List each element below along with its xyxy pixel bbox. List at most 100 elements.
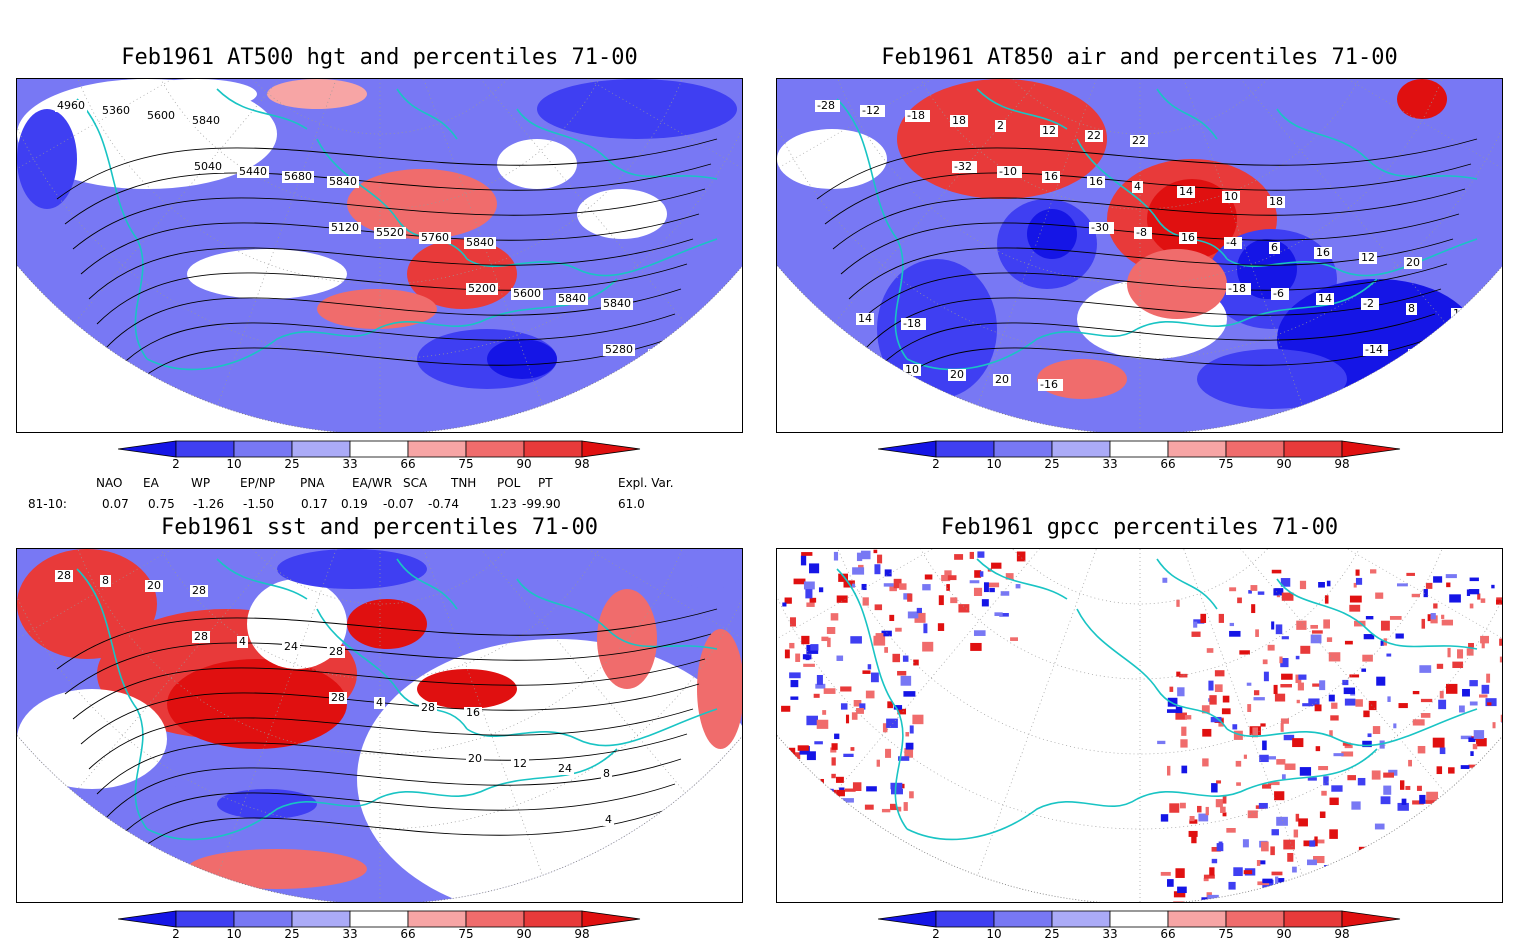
contour-label: 16: [98, 828, 116, 841]
map-panel-sst: 28 28 28 20 4 8 4 4 12 16 20 24 28 24 28 28 28 16 8 16: [16, 548, 743, 903]
contour-label: 4: [603, 813, 614, 826]
svg-text:-12: -12: [862, 104, 880, 117]
svg-text:0: 0: [860, 358, 867, 371]
svg-text:-18: -18: [1228, 282, 1246, 295]
contour-label: -6: [1271, 287, 1289, 300]
contour-label: 4960: [55, 99, 87, 112]
svg-text:22: 22: [1132, 134, 1146, 147]
svg-text:16: 16: [1044, 170, 1058, 183]
colorbar-sst: 2 10 25 33 66 75 90 98: [117, 910, 643, 941]
contour-label: 20: [466, 752, 484, 765]
contour-label: 22: [1085, 129, 1103, 142]
index-row-label: 81-10:: [28, 497, 67, 511]
colorbar-tick-label: 66: [1160, 457, 1176, 471]
colorbar-tick-label: 33: [1102, 457, 1118, 471]
svg-text:-18: -18: [903, 317, 921, 330]
contour-label: 24: [282, 640, 300, 653]
index-value: -1.50: [243, 497, 275, 511]
colorbar-tick-label: 25: [1044, 927, 1060, 941]
svg-text:20: 20: [950, 368, 964, 381]
colorbar-tick-label: 10: [226, 927, 242, 941]
svg-text:14: 14: [1318, 292, 1332, 305]
contour-label: -18: [905, 109, 930, 122]
svg-text:20: 20: [147, 579, 161, 592]
svg-text:5120: 5120: [331, 221, 359, 234]
svg-text:-18: -18: [907, 109, 925, 122]
svg-text:5520: 5520: [650, 348, 678, 361]
svg-text:28: 28: [331, 691, 345, 704]
map-gpcc: [777, 549, 1502, 902]
map-panel-air: -28 -32 -30 -18 -14 -12 -10 -8 -6 -20 -18 16 16 14 18 1…: [776, 78, 1503, 433]
contour-label: 16: [648, 818, 666, 831]
svg-text:5840: 5840: [695, 353, 723, 366]
colorbar-gpcc: 2 10 25 33 66 75 90 98: [877, 910, 1403, 941]
colorbar-tick-label: 25: [284, 457, 300, 471]
svg-text:5680: 5680: [284, 170, 312, 183]
colorbar-tick-label: 66: [400, 457, 416, 471]
svg-text:20: 20: [1406, 256, 1420, 269]
colorbar-tick-label: 98: [1334, 927, 1350, 941]
contour-label: 20: [993, 373, 1011, 386]
svg-text:5840: 5840: [192, 114, 220, 127]
index-value: -0.07: [383, 497, 415, 511]
colorbar-tick-label: 2: [172, 927, 180, 941]
index-header: EP/NP: [240, 476, 276, 490]
contour-label: 28: [329, 691, 347, 704]
colorbar-tick-label: 75: [1218, 457, 1234, 471]
index-header: EA: [143, 476, 159, 490]
index-header: SCA: [403, 476, 428, 490]
contour-label: 28: [55, 569, 73, 582]
contour-label: 4: [374, 696, 385, 709]
contour-label: 5840: [327, 175, 359, 188]
contour-label: 5280: [603, 343, 635, 356]
svg-text:22: 22: [1087, 129, 1101, 142]
contour-label: 28: [190, 584, 208, 597]
contour-label: 4: [1132, 180, 1143, 193]
svg-text:8: 8: [1408, 302, 1415, 315]
svg-text:10: 10: [1224, 190, 1238, 203]
colorbar-tick-label: 25: [284, 927, 300, 941]
contour-label: 12: [1040, 124, 1058, 137]
svg-text:-6: -6: [1273, 287, 1284, 300]
svg-text:20: 20: [995, 373, 1009, 386]
index-header: EA/WR: [352, 476, 393, 490]
svg-text:12: 12: [1361, 251, 1375, 264]
index-header: Expl. Var.: [618, 476, 674, 490]
contour-label: -20: [1408, 348, 1433, 361]
svg-text:10: 10: [905, 363, 919, 376]
contour-label: -2: [1361, 297, 1379, 310]
colorbar-tick-label: 2: [172, 457, 180, 471]
colorbar-tick-label: 10: [986, 457, 1002, 471]
panel-title-gpcc: Feb1961 gpcc percentiles 71-00: [940, 515, 1339, 540]
svg-text:20: 20: [468, 752, 482, 765]
colorbar-tick-label: 90: [1276, 457, 1292, 471]
contour-label: -32: [952, 160, 977, 173]
svg-text:5520: 5520: [376, 226, 404, 239]
svg-text:4: 4: [376, 696, 383, 709]
index-header: POL: [497, 476, 521, 490]
svg-text:5040: 5040: [194, 160, 222, 173]
contour-label: -12: [860, 104, 885, 117]
svg-text:16: 16: [1089, 175, 1103, 188]
contour-label: 5600: [511, 287, 543, 300]
colorbar-air: 2 10 25 33 66 75 90 98: [877, 440, 1403, 476]
svg-text:6: 6: [1271, 241, 1278, 254]
svg-text:5600: 5600: [147, 109, 175, 122]
contour-label: 12: [1359, 251, 1377, 264]
svg-text:-14: -14: [1365, 343, 1383, 356]
panel-title-air: Feb1961 AT850 air and percentiles 71-00: [881, 45, 1398, 70]
contour-label: 16: [464, 706, 482, 719]
contour-label: 18: [1453, 353, 1471, 366]
svg-text:14: 14: [858, 312, 872, 325]
contour-label: -18: [1226, 282, 1251, 295]
svg-text:-28: -28: [817, 99, 835, 112]
svg-text:-30: -30: [1091, 221, 1109, 234]
contour-label: 5840: [601, 297, 633, 310]
svg-text:16: 16: [650, 818, 664, 831]
colorbar-hgt: 2 10 25 33 66 75 90 98: [117, 440, 643, 476]
svg-text:24: 24: [284, 640, 298, 653]
svg-text:-16: -16: [1040, 378, 1058, 391]
svg-text:16: 16: [100, 828, 114, 841]
colorbar-tick-label: 33: [1102, 927, 1118, 941]
colorbar-tick-label: 66: [400, 927, 416, 941]
